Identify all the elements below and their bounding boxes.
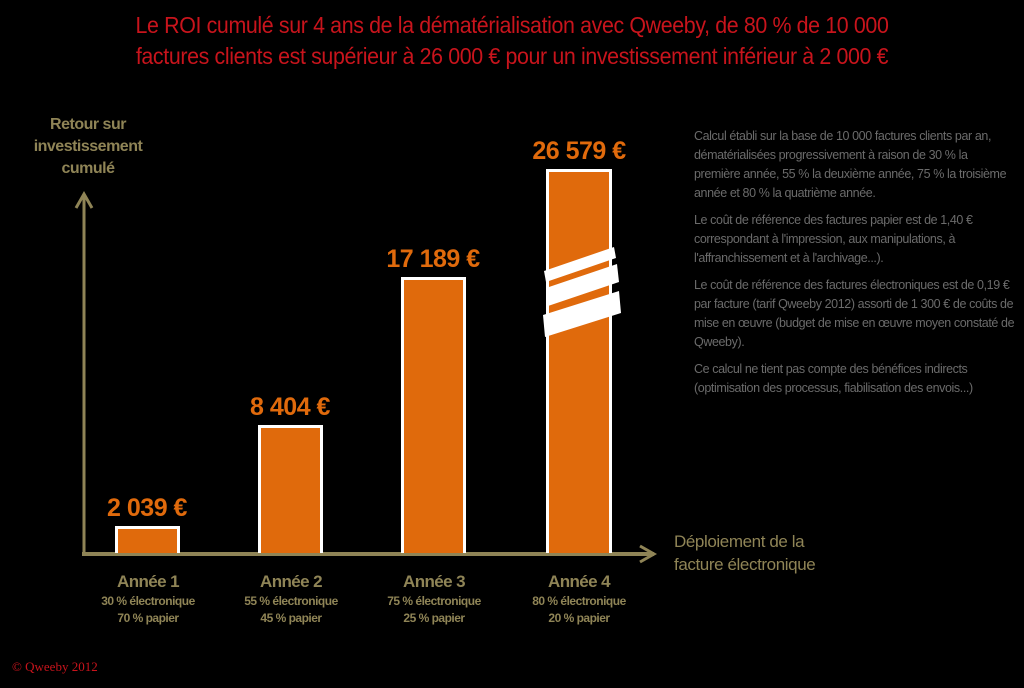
title-line-2: factures clients est supérieur à 26 000 …: [135, 43, 889, 69]
paper-share: 20 % papier: [548, 611, 610, 625]
value-label-year-3: 17 189 €: [386, 245, 480, 273]
title-line-1: Le ROI cumulé sur 4 ans de la dématérial…: [135, 12, 889, 38]
bar-year-4: [546, 169, 612, 553]
electronic-share: 55 % électronique: [244, 594, 338, 608]
category-year-2: Année 2 55 % électronique 45 % papier: [221, 571, 361, 627]
y-label-line: Retour sur: [50, 116, 126, 133]
bar-year-3: [401, 277, 466, 553]
value-label-year-2: 8 404 €: [250, 393, 330, 421]
y-axis-arrow-icon: [74, 190, 94, 555]
paper-share: 70 % papier: [117, 611, 179, 625]
copyright: © Qweeby 2012: [12, 659, 98, 674]
y-label-line: investissement: [33, 138, 143, 155]
y-label-line: cumulé: [61, 160, 115, 177]
category-year-1: Année 1 30 % électronique 70 % papier: [78, 571, 218, 627]
x-label-line: facture électronique: [674, 555, 816, 574]
year-label: Année 4: [548, 572, 611, 591]
note-paragraph: Ce calcul ne tient pas compte des bénéfi…: [694, 362, 973, 395]
year-label: Année 1: [117, 572, 180, 591]
y-axis-label: Retour sur investissement cumulé: [18, 114, 158, 180]
category-year-4: Année 4 80 % électronique 20 % papier: [509, 571, 649, 627]
bar-year-2: [258, 425, 323, 553]
note-paragraph: Calcul établi sur la base de 10 000 fact…: [694, 129, 1007, 200]
value-label-year-1: 2 039 €: [107, 494, 187, 522]
value-label-year-4: 26 579 €: [532, 137, 626, 165]
chart-title: Le ROI cumulé sur 4 ans de la dématérial…: [36, 10, 988, 72]
electronic-share: 75 % électronique: [387, 594, 481, 608]
paper-share: 45 % papier: [260, 611, 322, 625]
category-year-3: Année 3 75 % électronique 25 % papier: [364, 571, 504, 627]
paper-share: 25 % papier: [403, 611, 465, 625]
x-label-line: Déploiement de la: [674, 532, 805, 551]
year-label: Année 2: [260, 572, 323, 591]
electronic-share: 30 % électronique: [101, 594, 195, 608]
x-axis-arrow-icon: [82, 544, 658, 564]
note-paragraph: Le coût de référence des factures papier…: [694, 213, 973, 265]
methodology-notes: Calcul établi sur la base de 10 000 fact…: [694, 127, 1016, 406]
bar-year-1: [115, 526, 180, 553]
electronic-share: 80 % électronique: [532, 594, 626, 608]
note-paragraph: Le coût de référence des factures électr…: [694, 278, 1015, 349]
year-label: Année 3: [403, 572, 466, 591]
x-axis-label: Déploiement de la facture électronique: [674, 530, 816, 576]
